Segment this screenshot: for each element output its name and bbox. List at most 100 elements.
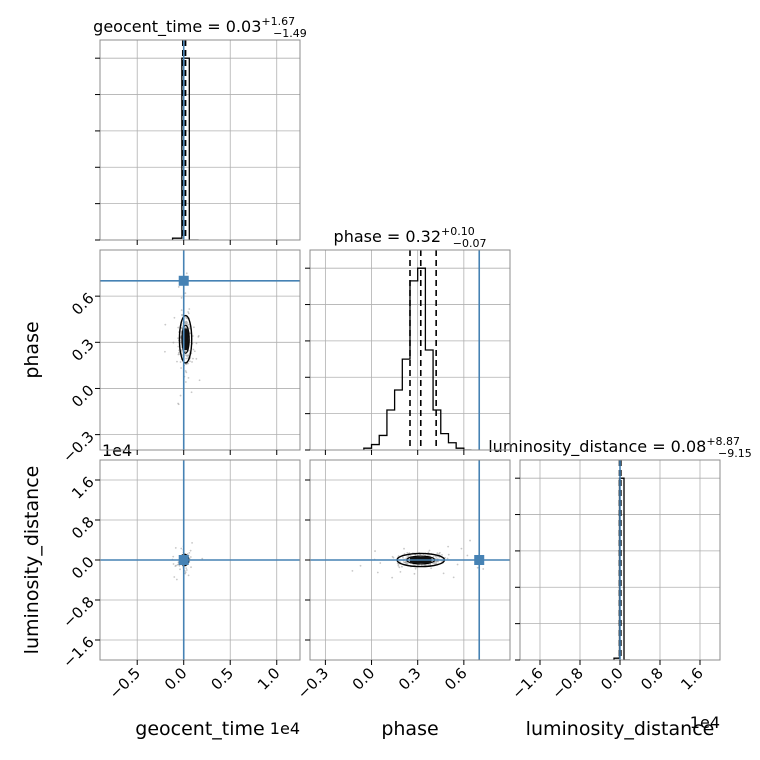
sample-point [188,552,191,554]
sample-point [180,367,183,369]
sample-point [172,341,175,344]
sample-point [185,272,188,275]
sample-point [433,563,436,565]
sample-point [391,555,394,558]
sample-point [187,356,190,358]
sample-point [180,296,183,299]
sample-point [406,563,409,566]
histogram-outline [613,477,630,660]
histogram-outline [363,267,472,450]
sample-point [201,557,204,560]
sample-point [432,556,435,558]
sample-point [404,561,407,564]
sample-point [189,556,192,558]
sample-point [184,381,187,383]
sample-point [435,560,437,563]
sample-point [189,549,192,552]
sample-point [185,357,188,360]
sample-point [185,355,188,357]
sample-point [438,556,441,559]
sample-point [412,563,415,566]
sample-point [187,362,189,365]
sample-point [190,566,192,569]
sample-point [427,554,429,557]
sample-point [432,562,434,565]
sample-point [193,326,195,329]
sample-point [172,563,175,565]
sample-point [391,576,394,579]
panel-hist-luminosity-distance: −1.6 −0.8 0.0 0.8 1.6 [508,459,721,703]
sample-point [376,571,379,574]
sample-point [406,555,409,558]
x-tick-label: 1.0 [254,664,284,694]
sample-point [447,545,450,548]
sample-point [413,572,416,575]
sample-point [187,311,190,313]
sample-point [177,286,180,288]
sample-point [172,555,175,558]
sample-point [195,342,198,345]
ylabel-luminosity-distance: luminosity_distance [21,466,43,655]
y-tick-label: 1.6 [68,473,98,503]
sample-point [397,555,400,557]
sample-point [175,578,178,581]
offset-label-luminosity-distance-x: 1e4 [690,713,720,732]
hist-area [363,250,481,450]
sample-point [424,563,427,566]
sample-point [164,323,167,326]
sample-point [460,547,463,550]
ylabel-phase: phase [21,321,43,378]
x-tick-label: −1.6 [508,664,546,702]
xlabel-phase: phase [381,718,438,740]
sample-point [403,547,405,550]
panel-border [99,39,301,241]
contour-outer [178,314,193,364]
y-tick-label: 0.0 [68,381,98,411]
sample-point [442,572,445,575]
sample-point [466,554,469,557]
histogram-outline [171,57,199,240]
sample-point [193,350,196,353]
sample-point [197,335,200,337]
sample-point [177,337,180,340]
sample-point [456,563,459,566]
sample-point [184,292,187,295]
truth-marker [178,275,189,286]
sample-point [402,556,404,559]
sample-point [187,312,190,315]
y-tick-label: 0.8 [68,513,98,543]
sample-point [177,351,180,354]
panel-hist-geocent-time [95,39,301,245]
x-tick-label: 0.8 [637,664,667,694]
sample-point [175,564,178,567]
sample-point [180,309,183,311]
panel-2d-phase-vs-geocent-time: −0.3 0.0 0.3 0.6 [59,249,301,466]
sample-point [452,576,455,579]
sample-point [187,354,190,357]
scatter-area [100,250,300,450]
hist-area [171,40,199,240]
x-tick-label: 0.6 [441,664,471,694]
sample-point [187,376,190,379]
y-tick-label: 0.3 [68,335,98,365]
x-tick-label: 0.5 [207,664,237,694]
sample-point [186,322,189,324]
sample-point [430,567,433,570]
xlabel-luminosity-distance: luminosity_distance [526,718,715,740]
sample-point [185,569,188,571]
sample-point [187,574,190,577]
sample-point [401,565,403,568]
x-tick-label: 0.3 [395,664,425,694]
sample-point [173,576,176,578]
title-luminosity-distance: luminosity_distance = 0.08+8.87 −9.15 [488,435,752,460]
sample-point [177,345,180,348]
sample-point [185,567,188,570]
sample-point [192,357,194,360]
sample-point [446,557,449,560]
sample-point [186,553,189,555]
sample-point [397,563,400,566]
x-tick-label: −0.5 [106,664,144,702]
sample-point [180,547,183,550]
x-tick-label: −0.8 [548,664,586,702]
x-tick-label: −0.3 [294,664,332,702]
